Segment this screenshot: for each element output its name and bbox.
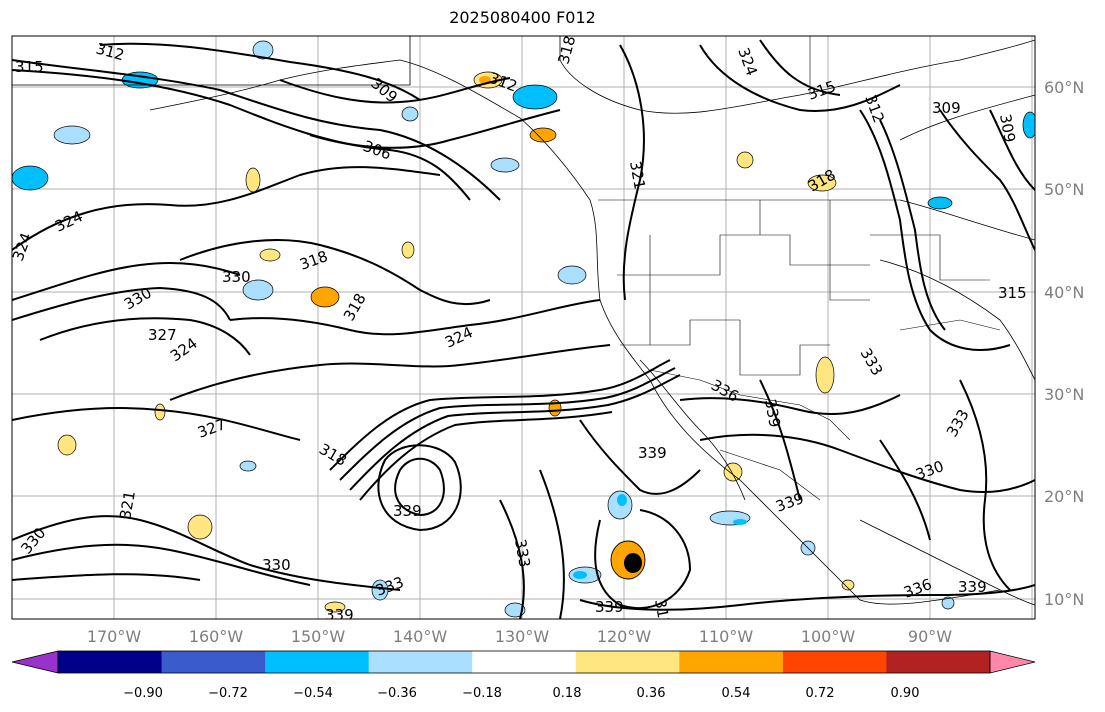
contour-label: 321 (626, 160, 649, 191)
contour-label: 339 (595, 598, 624, 616)
contour-label: 333 (511, 538, 534, 569)
lat-label: 30°N (1044, 385, 1084, 404)
contour-label: 309 (996, 113, 1019, 144)
lon-label: 160°W (189, 627, 244, 646)
colorbar-segment (161, 651, 266, 673)
lon-label: 110°W (699, 627, 754, 646)
longitude-labels: 170°W 160°W 150°W 140°W 130°W 120°W 110°… (87, 627, 952, 646)
contour-lines (12, 39, 1035, 619)
contour-label: 315 (15, 58, 44, 76)
contour-label: 330 (222, 268, 251, 286)
colorbar-segment (782, 651, 887, 673)
colorbar (11, 650, 1036, 674)
colorbar-segment (265, 651, 370, 673)
map-frame (11, 35, 1036, 620)
lon-label: 140°W (393, 627, 448, 646)
colorbar-tick-label: −0.54 (293, 686, 333, 701)
colorbar-tick-label: 0.72 (806, 686, 835, 701)
colorbar-extend-min (11, 650, 59, 674)
lat-label: 60°N (1044, 78, 1084, 97)
colorbar-segment (368, 651, 473, 673)
map-title: 2025080400 F012 (449, 8, 596, 27)
colorbar-tick-label: 0.18 (553, 686, 582, 701)
lat-label: 50°N (1044, 180, 1084, 199)
latitude-labels: 60°N 50°N 40°N 30°N 20°N 10°N (1044, 78, 1084, 609)
lon-label: 90°W (908, 627, 952, 646)
contour-label: 312 (651, 598, 674, 629)
contour-label: 315 (998, 284, 1027, 302)
colorbar-segment (472, 651, 577, 673)
colorbar-tick-label: −0.72 (208, 686, 248, 701)
lon-label: 130°W (495, 627, 550, 646)
colorbar-tick-label: −0.36 (377, 686, 417, 701)
contour-label: 309 (932, 99, 961, 117)
contour-label: 339 (393, 502, 422, 520)
colorbar-segment (886, 651, 991, 673)
colorbar-segment (575, 651, 680, 673)
colorbar-tick-label: 0.54 (722, 686, 751, 701)
contour-label: 330 (262, 556, 291, 574)
lon-label: 100°W (801, 627, 856, 646)
contour-label: 339 (325, 606, 354, 624)
contour-label: 339 (761, 398, 784, 429)
lat-label: 10°N (1044, 590, 1084, 609)
colorbar-tick-label: 0.36 (637, 686, 666, 701)
lat-label: 20°N (1044, 487, 1084, 506)
contour-label: 339 (958, 578, 987, 596)
colorbar-tick-label: −0.18 (462, 686, 502, 701)
colorbar-segment (679, 651, 784, 673)
colorbar-tick-labels: −0.90 −0.72 −0.54 −0.36 −0.18 0.18 0.36 … (123, 686, 919, 701)
lon-label: 120°W (597, 627, 652, 646)
lat-label: 40°N (1044, 283, 1084, 302)
colorbar-frame (57, 650, 991, 674)
colorbar-extend-max (989, 650, 1036, 674)
lon-label: 170°W (87, 627, 142, 646)
lon-label: 150°W (291, 627, 346, 646)
colorbar-tick-label: −0.90 (123, 686, 163, 701)
contour-label: 327 (148, 326, 177, 344)
colorbar-segment (58, 651, 163, 673)
contour-label: 321 (116, 489, 139, 520)
contour-label: 339 (638, 444, 667, 462)
colorbar-tick-label: 0.90 (891, 686, 920, 701)
shaded-anomalies (12, 40, 1035, 618)
political-borders (598, 36, 1001, 501)
